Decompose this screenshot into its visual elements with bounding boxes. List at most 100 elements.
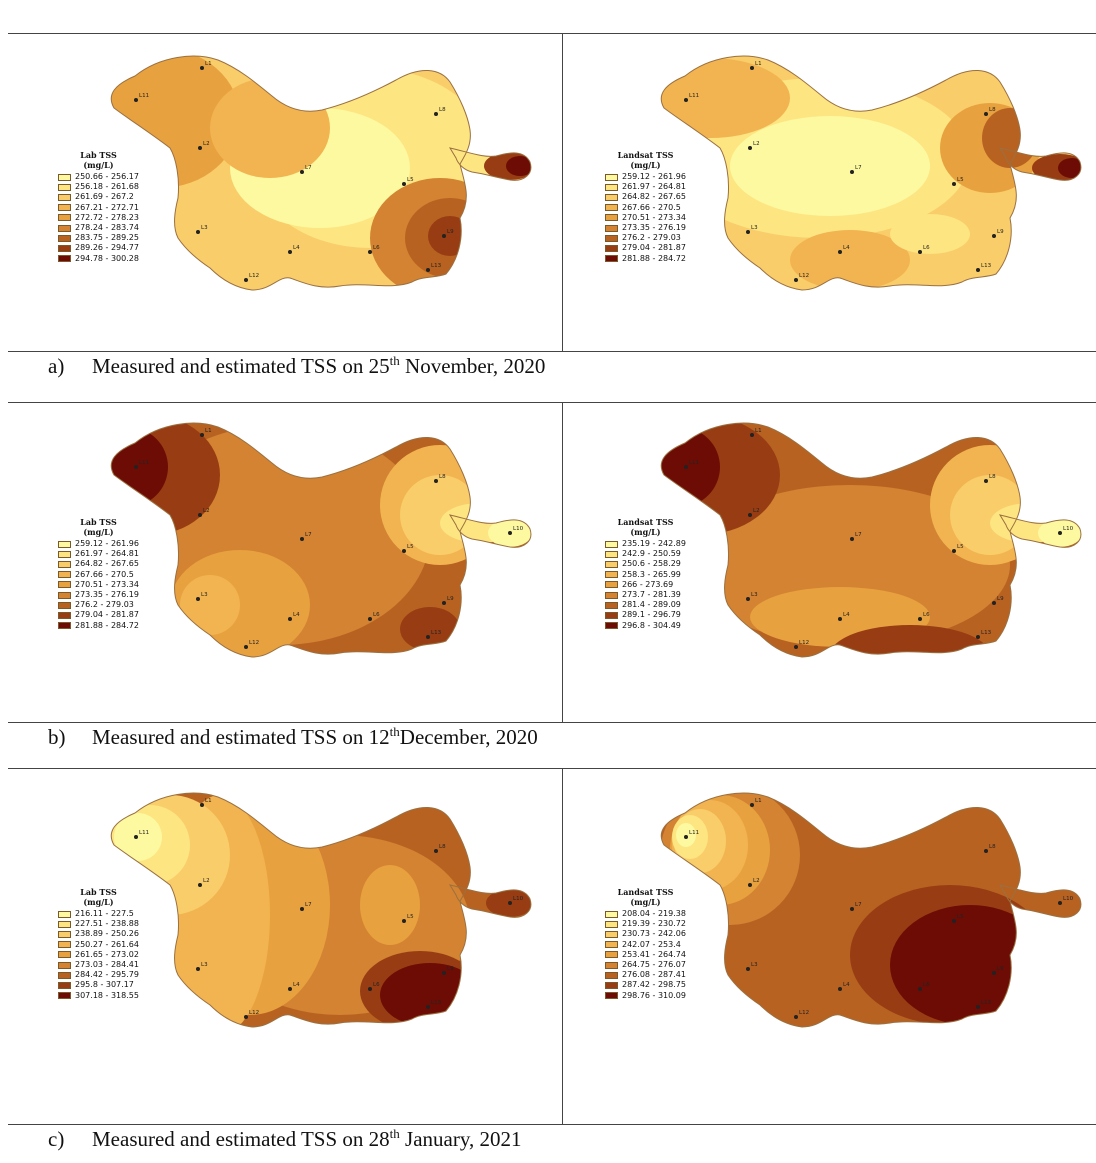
table-line-row-c-top	[8, 768, 1096, 769]
sampling-site-label: L7	[305, 532, 312, 538]
sampling-site-l3	[746, 597, 750, 601]
tss-map: L1 L11 L2 L7 L8 L5 L3 L4 L6 L9 L12 L13	[660, 55, 1082, 291]
sampling-site-l6	[368, 250, 372, 254]
sampling-site-label: L11	[689, 93, 699, 99]
sampling-site-label: L11	[689, 830, 699, 836]
sampling-site-l12	[794, 645, 798, 649]
legend-item: 273.03 - 284.41	[58, 960, 139, 970]
sampling-site-label: L6	[373, 612, 380, 618]
lake-boundary-arm	[448, 147, 532, 181]
legend-label: 235.19 - 242.89	[622, 539, 686, 549]
sampling-site-l2	[748, 146, 752, 150]
legend-swatch	[605, 930, 618, 938]
sampling-site-l12	[794, 278, 798, 282]
sampling-site-l7	[850, 907, 854, 911]
legend-label: 296.8 - 304.49	[622, 620, 681, 630]
tss-zone	[790, 230, 910, 290]
legend-label: 242.9 - 250.59	[622, 549, 681, 559]
map-panel-a-landsat: L1 L11 L2 L7 L8 L5 L3 L4 L6 L9 L12 L13 Landsat TSS (m…	[590, 38, 1090, 338]
tss-legend: Landsat TSS (mg/L) 235.19 - 242.89 242.9 - …	[605, 517, 686, 631]
sampling-site-label: L6	[923, 612, 930, 618]
legend-title-line: Lab TSS	[80, 150, 117, 160]
legend-swatch	[605, 550, 618, 558]
sampling-site-label: L13	[431, 630, 442, 636]
tss-legend: Landsat TSS (mg/L) 208.04 - 219.38 219.39 -…	[605, 887, 686, 1001]
tss-zone	[400, 607, 460, 651]
legend-swatch	[605, 981, 618, 989]
legend-item: 281.88 - 284.72	[605, 254, 686, 264]
legend-title: Lab TSS (mg/L)	[58, 517, 139, 537]
tss-zone	[890, 905, 1050, 1025]
tss-zone	[982, 108, 1038, 168]
sampling-site-label: L7	[305, 902, 312, 908]
legend-swatch	[605, 941, 618, 949]
legend-item: 276.2 - 279.03	[605, 233, 686, 243]
tss-zone	[661, 427, 720, 507]
legend-label: 298.76 - 310.09	[622, 990, 686, 1000]
sampling-site-l8	[434, 849, 438, 853]
legend-swatch	[605, 622, 618, 630]
legend-item: 261.65 - 273.02	[58, 950, 139, 960]
legend-title: Lab TSS (mg/L)	[58, 150, 139, 170]
sampling-site-label: L9	[997, 966, 1004, 972]
caption-a-sup: th	[389, 353, 400, 368]
table-divider-c	[562, 768, 563, 1124]
sampling-site-l7	[300, 170, 304, 174]
legend-swatch	[58, 255, 71, 263]
legend-label: 267.66 - 270.5	[622, 202, 681, 212]
tss-map: L1 L11 L2 L7 L8 L10 L5 L3 L4 L6 L9 L12 L13	[110, 792, 532, 1028]
sampling-site-l4	[838, 617, 842, 621]
legend-title-line: (mg/L)	[630, 527, 661, 537]
table-top-line	[8, 33, 1096, 34]
legend-swatch	[58, 204, 71, 212]
legend-label: 273.35 - 276.19	[75, 590, 139, 600]
legend-label: 264.82 - 267.65	[622, 192, 686, 202]
sampling-site-l13	[426, 268, 430, 272]
sampling-site-label: L5	[407, 544, 414, 550]
legend-label: 261.65 - 273.02	[75, 949, 139, 959]
caption-b-text: Measured and estimated TSS on 12	[92, 725, 390, 749]
legend-swatch	[58, 971, 71, 979]
map-panel-b-landsat: L1 L11 L2 L7 L8 L10 L5 L3 L4 L6 L9 L12 L13 Landsat TS…	[590, 405, 1090, 705]
legend-title-line: Landsat TSS	[617, 150, 674, 160]
sampling-site-label: L12	[799, 273, 809, 279]
legend-swatch	[605, 601, 618, 609]
sampling-site-l1	[750, 803, 754, 807]
legend-item: 294.78 - 300.28	[58, 254, 139, 264]
sampling-site-l11	[134, 98, 138, 102]
sampling-site-l10	[1058, 531, 1062, 535]
sampling-site-l13	[976, 635, 980, 639]
tss-zone	[890, 214, 970, 254]
tss-zones	[111, 793, 531, 1027]
sampling-site-label: L3	[751, 962, 758, 968]
legend-swatch	[605, 910, 618, 918]
legend-label: 264.75 - 276.07	[622, 960, 686, 970]
legend-swatch	[605, 234, 618, 242]
legend-swatch	[58, 951, 71, 959]
legend-label: 258.3 - 265.99	[622, 569, 681, 579]
map-panel-c-landsat: L1 L11 L2 L7 L8 L10 L5 L3 L4 L6 L9 L12 L13 Landsat TS…	[590, 775, 1090, 1075]
sampling-site-label: L1	[205, 428, 212, 434]
lake-boundary-arm	[998, 514, 1082, 548]
legend-label: 276.2 - 279.03	[75, 600, 134, 610]
tss-zone	[830, 625, 990, 657]
legend-label: 230.73 - 242.06	[622, 929, 686, 939]
legend-item: 235.19 - 242.89	[605, 539, 686, 549]
legend-swatch	[58, 941, 71, 949]
legend-swatch	[58, 560, 71, 568]
legend-title: Lab TSS (mg/L)	[58, 887, 139, 907]
legend-label: 238.89 - 250.26	[75, 929, 139, 939]
lake-boundary	[110, 422, 471, 658]
legend-label: 250.6 - 258.29	[622, 559, 681, 569]
legend-item: 273.35 - 276.19	[605, 223, 686, 233]
sampling-site-label: L6	[923, 245, 930, 251]
legend-swatch	[58, 622, 71, 630]
legend-swatch	[58, 920, 71, 928]
legend-swatch	[58, 591, 71, 599]
legend-item: 307.18 - 318.55	[58, 991, 139, 1001]
legend-item: 278.24 - 283.74	[58, 223, 139, 233]
legend-label: 281.88 - 284.72	[622, 253, 686, 263]
sampling-site-l9	[992, 601, 996, 605]
sampling-site-l9	[442, 234, 446, 238]
sampling-site-l4	[288, 617, 292, 621]
